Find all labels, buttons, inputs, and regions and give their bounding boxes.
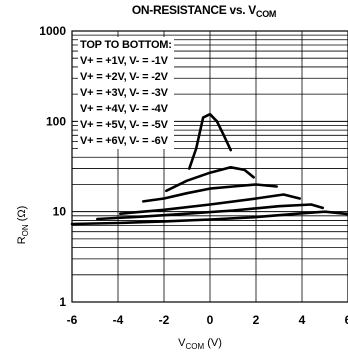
series-line-5 [96, 203, 325, 221]
series-line-4 [119, 193, 302, 215]
legend-entry: V+ = +5V, V- = -5V [80, 119, 168, 131]
y-tick-label: 10 [53, 205, 67, 219]
series-line-3 [142, 183, 279, 203]
series-line-2 [165, 166, 255, 193]
x-tick-label: 6 [345, 313, 348, 327]
y-tick-label: 1000 [39, 24, 66, 38]
x-axis-label: VCOM (V) [178, 337, 222, 351]
x-tick-label: 0 [207, 313, 214, 327]
legend-entry: V+ = +1V, V- = -1V [80, 55, 168, 67]
y-tick-label: 1 [59, 295, 66, 309]
legend: TOP TO BOTTOM: V+ = +1V, V- = -1V V+ = +… [78, 37, 174, 149]
y-axis-label: RON (Ω) [16, 205, 30, 245]
legend-entry: V+ = +6V, V- = -6V [80, 135, 168, 147]
legend-entry: V+ = +4V, V- = -4V [80, 103, 168, 115]
legend-entry: V+ = +3V, V- = -3V [80, 87, 168, 99]
x-tick-label: -2 [159, 313, 170, 327]
chart-title: ON-RESISTANCE vs. VCOM [131, 3, 277, 19]
x-tick-label: -4 [113, 313, 124, 327]
x-tick-label: 4 [299, 313, 306, 327]
x-tick-label: 2 [253, 313, 260, 327]
legend-entry: V+ = +2V, V- = -2V [80, 71, 168, 83]
plot-frame [71, 30, 348, 303]
series-line-6 [70, 210, 348, 226]
legend-title: TOP TO BOTTOM: [80, 39, 172, 51]
y-tick-label: 100 [46, 114, 66, 128]
x-tick-label: -6 [67, 313, 78, 327]
series-line-1 [188, 112, 232, 170]
